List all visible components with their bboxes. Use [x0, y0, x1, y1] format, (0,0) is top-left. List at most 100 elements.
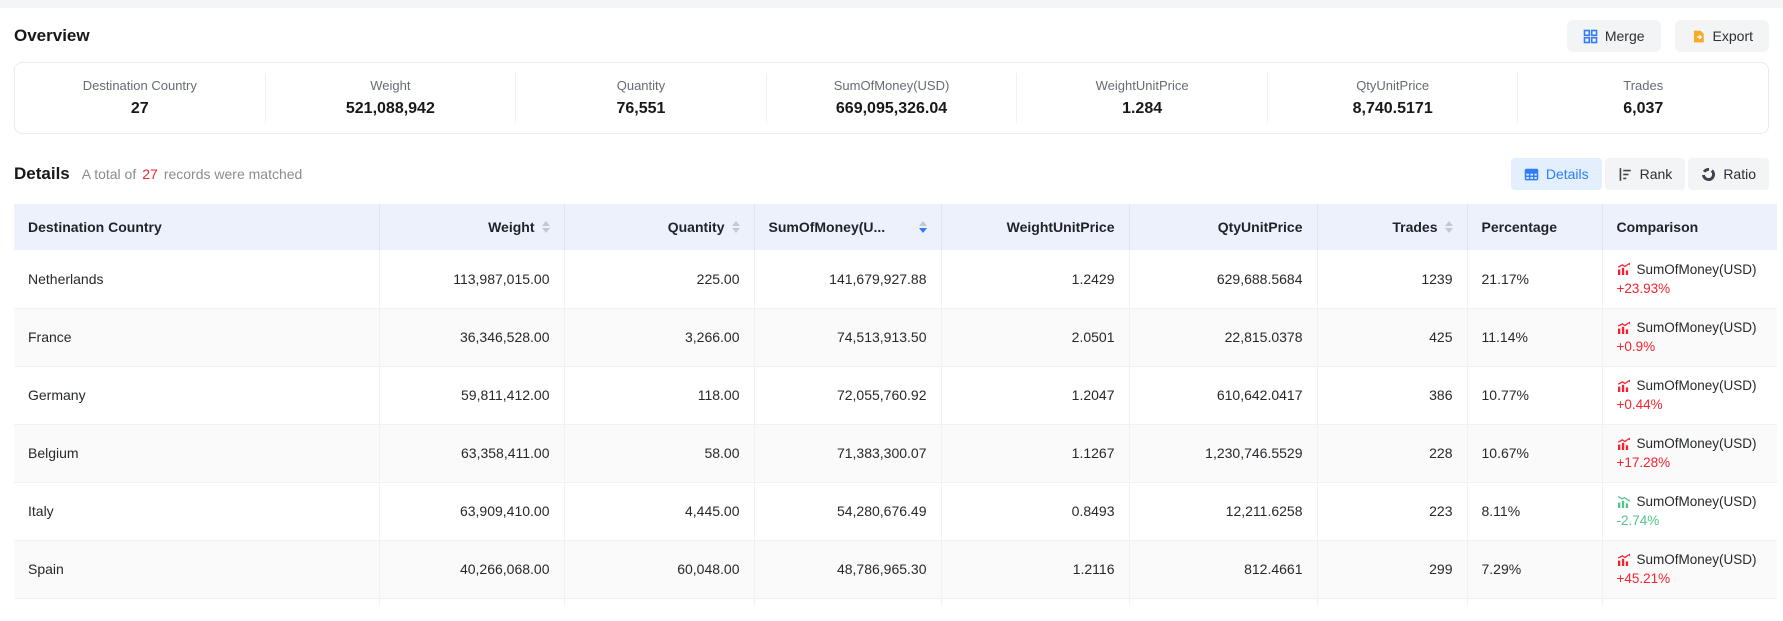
column-header-country: Destination Country — [14, 204, 380, 250]
tab-label: Ratio — [1723, 166, 1756, 182]
details-bar: Details A total of 27 records were matched… — [14, 158, 1769, 190]
ratio-icon — [1701, 167, 1716, 182]
column-header-sum-of-money[interactable]: SumOfMoney(U... — [754, 204, 942, 250]
table-row-belgium: Belgium 63,358,411.00 58.00 71,383,300.07 1.… — [14, 424, 1777, 483]
cell-country: Germany — [14, 366, 380, 425]
cell-sum-of-money: 71,383,300.07 — [754, 424, 942, 483]
cell-quantity: 3,266.00 — [564, 308, 755, 367]
column-header-qty-unit-price: QtyUnitPrice — [1129, 204, 1318, 250]
cell-weight-unit-price: 0.8493 — [941, 482, 1130, 541]
sort-carets-icon[interactable] — [541, 221, 550, 233]
stat-label: Destination Country — [82, 78, 197, 93]
stat-value: 521,088,942 — [345, 100, 435, 117]
comparison-metric-label: SumOfMoney(USD) — [1636, 436, 1757, 451]
stat-label: Weight — [370, 78, 411, 93]
records-suffix: records were matched — [163, 166, 303, 182]
column-label: Trades — [1392, 219, 1438, 235]
details-table: Destination Country Weight Quantity SumOfMo… — [14, 204, 1777, 605]
column-label: Quantity — [667, 219, 725, 235]
chart-up-icon — [1617, 262, 1631, 276]
records-prefix: A total of — [81, 166, 137, 182]
cell-quantity: 60,048.00 — [564, 540, 755, 599]
cell-percentage: 10.67% — [1467, 424, 1603, 483]
cell-trades: 425 — [1317, 308, 1468, 367]
stat-label: WeightUnitPrice — [1095, 78, 1189, 93]
overview-stat-weight: Weight 521,088,942 — [266, 73, 517, 123]
cell-country: Spain — [14, 540, 380, 599]
comparison-metric: SumOfMoney(USD) — [1617, 262, 1764, 277]
overview-stat-destination-country: Destination Country 27 — [15, 73, 266, 123]
cell-weight: 63,909,410.00 — [379, 482, 565, 541]
column-header-weight[interactable]: Weight — [379, 204, 565, 250]
cell-country: Belgium — [14, 424, 380, 483]
stat-label: QtyUnitPrice — [1356, 78, 1430, 93]
overview-title: Overview — [14, 26, 90, 45]
chart-up-icon — [1617, 321, 1631, 335]
view-toggle-group: Details Rank Ratio — [1510, 158, 1769, 190]
overview-stat-qtyunitprice: QtyUnitPrice 8,740.5171 — [1268, 73, 1519, 123]
tab-rank[interactable]: Rank — [1604, 158, 1686, 190]
column-header-percentage: Percentage — [1467, 204, 1603, 250]
cell-percentage: 8.11% — [1467, 482, 1603, 541]
cell-trades: 1239 — [1317, 250, 1468, 309]
chart-down-icon — [1617, 495, 1631, 509]
details-title: Details — [14, 164, 70, 183]
table-icon — [1524, 167, 1539, 182]
comparison-cell: SumOfMoney(USD) -2.74% — [1602, 482, 1777, 541]
comparison-cell: SumOfMoney(USD) +17.28% — [1602, 424, 1777, 483]
cell-qty-unit-price: 629,688.5684 — [1129, 250, 1318, 309]
export-button[interactable]: Export — [1674, 20, 1769, 52]
top-strip — [0, 0, 1783, 8]
table-row-france: France 36,346,528.00 3,266.00 74,513,913.50… — [14, 308, 1777, 367]
cell-qty-unit-price: 610,642.0417 — [1129, 366, 1318, 425]
comparison-cell: SumOfMoney(USD) +45.21% — [1602, 540, 1777, 599]
stat-value: 27 — [130, 100, 149, 117]
comparison-change: +23.93% — [1616, 280, 1671, 296]
table-row-germany: Germany 59,811,412.00 118.00 72,055,760.92 1… — [14, 366, 1777, 425]
column-label: Percentage — [1481, 219, 1557, 235]
comparison-metric: SumOfMoney(USD) — [1617, 320, 1764, 335]
column-label: WeightUnitPrice — [1006, 219, 1115, 235]
merge-button[interactable]: Merge — [1566, 20, 1661, 52]
comparison-metric: SumOfMoney(USD) — [1617, 552, 1764, 567]
comparison-change: +0.9% — [1616, 339, 1656, 354]
overview-stat-trades: Trades 6,037 — [1518, 73, 1768, 123]
comparison-change: +45.21% — [1616, 571, 1671, 586]
cell-sum-of-money: 54,280,676.49 — [754, 482, 942, 541]
comparison-cell: SumOfMoney(USD) +0.9% — [1602, 308, 1777, 367]
cell-qty-unit-price: 1,230,746.5529 — [1129, 424, 1318, 483]
table-row-netherlands: Netherlands 113,987,015.00 225.00 141,679,9… — [14, 250, 1777, 309]
comparison-metric-label: SumOfMoney(USD) — [1636, 494, 1757, 509]
records-summary: A total of 27 records were matched — [82, 166, 303, 182]
column-header-quantity[interactable]: Quantity — [564, 204, 755, 250]
comparison-metric: SumOfMoney(USD) — [1617, 494, 1764, 509]
cell-weight: 113,987,015.00 — [379, 250, 565, 309]
column-header-trades[interactable]: Trades — [1317, 204, 1468, 250]
cell-weight: 59,811,412.00 — [379, 366, 565, 425]
column-label: Destination Country — [28, 219, 162, 235]
cell-trades: 386 — [1317, 366, 1468, 425]
comparison-metric: SumOfMoney(USD) — [1617, 436, 1764, 451]
tab-details[interactable]: Details — [1510, 158, 1602, 190]
stat-value: 8,740.5171 — [1352, 100, 1433, 117]
cell-quantity: 58.00 — [564, 424, 755, 483]
table-row-italy: Italy 63,909,410.00 4,445.00 54,280,676.49 0… — [14, 482, 1777, 541]
comparison-change: +0.44% — [1616, 397, 1663, 412]
overview-card: Destination Country 27 Weight 521,088,942 Qu… — [14, 62, 1769, 134]
cell-percentage: 7.29% — [1467, 540, 1603, 599]
sort-carets-icon[interactable] — [731, 221, 740, 233]
stat-value: 76,551 — [616, 100, 666, 117]
export-icon — [1691, 29, 1706, 44]
cell-quantity: 118.00 — [564, 366, 755, 425]
comparison-metric-label: SumOfMoney(USD) — [1636, 261, 1757, 277]
comparison-cell: SumOfMoney(USD) +23.93% — [1602, 250, 1777, 309]
cell-weight: 36,346,528.00 — [379, 308, 565, 367]
cell-percentage: 10.77% — [1467, 366, 1603, 425]
cell-weight: 63,358,411.00 — [379, 424, 565, 483]
cell-weight-unit-price: 1.1267 — [941, 424, 1130, 483]
chart-up-icon — [1617, 437, 1631, 451]
tab-ratio[interactable]: Ratio — [1688, 158, 1769, 190]
comparison-metric-label: SumOfMoney(USD) — [1636, 320, 1757, 335]
sort-carets-icon[interactable] — [918, 221, 927, 233]
sort-carets-icon[interactable] — [1444, 221, 1453, 233]
